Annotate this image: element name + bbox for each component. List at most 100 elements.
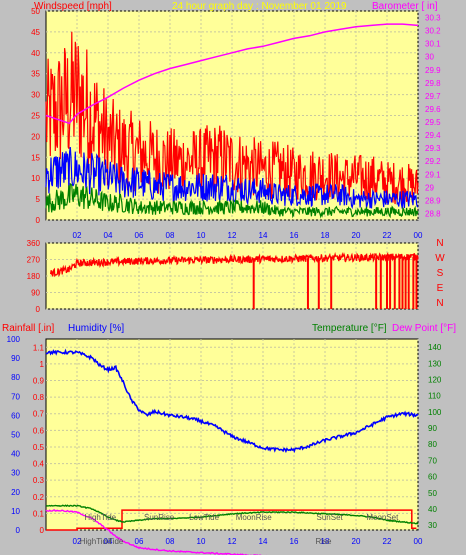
rain-grid <box>46 339 419 531</box>
humidity-axis-label: Humidity [%] <box>68 323 124 334</box>
direction-tick: 270 <box>27 256 41 265</box>
barometer-tick: 29.8 <box>425 79 441 88</box>
windspeed-tick: 40 <box>31 49 40 58</box>
temperature-tick-labels: 30 40 50 60 70 80 90 100 110 120 130 140 <box>428 343 442 530</box>
event-label: LowTide <box>189 513 219 522</box>
temperature-tick: 80 <box>428 440 437 449</box>
barometer-tick: 29.2 <box>425 157 441 166</box>
barometer-axis-label: Barometer [ in] <box>372 1 438 12</box>
windspeed-axis-label: Windspeed [mph] <box>34 1 112 12</box>
time-tick: 02 <box>73 231 82 240</box>
windspeed-tick: 15 <box>31 153 40 162</box>
humidity-tick: 40 <box>11 450 20 459</box>
series-line-rainfall <box>46 509 417 531</box>
time-tick: 06 <box>135 537 144 546</box>
rainfall-tick: 0.5 <box>33 443 45 452</box>
humidity-tick: 80 <box>11 373 20 382</box>
rainfall-tick: 1 <box>40 360 45 369</box>
rainfall-tick: 0.6 <box>33 426 45 435</box>
time-tick: 06 <box>135 231 144 240</box>
rainfall-tick: 0.1 <box>33 509 45 518</box>
time-tick: 04 <box>104 537 113 546</box>
windspeed-tick: 45 <box>31 28 40 37</box>
humidity-tick-labels: 0 10 20 30 40 50 60 70 80 90 100 <box>7 335 21 535</box>
series-line-average <box>45 147 419 210</box>
event-label: MoonRise <box>236 513 273 522</box>
time-tick: 14 <box>259 537 268 546</box>
direction-tick-labels: 0 90 180 270 360 <box>27 239 41 314</box>
humidity-tick: 50 <box>11 431 20 440</box>
compass-label: S <box>437 268 444 279</box>
rainfall-tick: 0.3 <box>33 476 45 485</box>
event-label: HighTide <box>80 537 112 546</box>
barometer-tick-labels: 28.8 28.9 29 29.1 29.2 29.3 29.4 29.5 29.6 29.7 29… <box>425 14 441 219</box>
time-tick-labels-top: 02 04 06 08 10 12 14 16 18 20 22 00 <box>73 231 423 240</box>
direction-trace <box>49 251 419 278</box>
time-tick: 18 <box>321 537 330 546</box>
event-label: HighTide <box>84 513 116 522</box>
humidity-tick: 90 <box>11 354 20 363</box>
time-tick: 12 <box>228 537 237 546</box>
time-tick: 10 <box>197 231 206 240</box>
time-tick-labels-bottom: 02 04 06 08 10 12 14 16 18 20 22 00 <box>73 537 423 546</box>
temperature-tick: 50 <box>428 489 437 498</box>
rain-humidity-temp-panel: 0 0.1 0.2 0.3 0.4 0.5 0.6 0.7 0.8 0.9 1 1.1 0 10 20 30… <box>2 323 456 555</box>
barometer-tick: 29.6 <box>425 105 441 114</box>
windspeed-tick: 0 <box>36 216 41 225</box>
time-tick: 10 <box>197 537 206 546</box>
temperature-tick: 30 <box>428 521 437 530</box>
humidity-tick: 60 <box>11 411 20 420</box>
event-annotations: HighTide SunRise LowTide MoonRise SunSet Moon… <box>80 513 399 546</box>
temperature-tick: 100 <box>428 408 442 417</box>
direction-tick: 0 <box>36 305 41 314</box>
windspeed-tick: 5 <box>36 195 41 204</box>
wind-series <box>45 23 419 219</box>
chart-title: 24 hour graph day : November 01 2019 <box>172 1 347 12</box>
humidity-tick: 0 <box>16 526 21 535</box>
compass-label: N <box>436 238 443 249</box>
time-tick: 20 <box>352 231 361 240</box>
direction-series <box>49 251 419 309</box>
rainfall-axis-label: Rainfall [.in] <box>2 323 54 334</box>
temperature-tick: 120 <box>428 375 442 384</box>
rainfall-tick: 1.1 <box>33 343 45 352</box>
time-tick: 16 <box>290 537 299 546</box>
humidity-tick: 20 <box>11 488 20 497</box>
temperature-tick: 70 <box>428 456 437 465</box>
series-line-barometer <box>45 23 419 125</box>
barometer-tick: 29.1 <box>425 170 441 179</box>
direction-grid <box>46 242 419 310</box>
rainfall-tick: 0.7 <box>33 410 45 419</box>
series-line-temperature <box>45 504 419 525</box>
direction-tick: 180 <box>27 272 41 281</box>
barometer-tick: 28.8 <box>425 209 441 218</box>
temperature-tick: 110 <box>428 392 441 401</box>
time-tick: 22 <box>383 231 392 240</box>
event-label: Rise <box>315 537 332 546</box>
barometer-tick: 30.2 <box>425 27 441 36</box>
rainfall-tick: 0.9 <box>33 377 45 386</box>
direction-tick: 360 <box>27 239 41 248</box>
temperature-tick: 90 <box>428 424 437 433</box>
compass-label: W <box>435 253 445 264</box>
time-tick: 04 <box>104 231 113 240</box>
time-tick: 00 <box>414 231 423 240</box>
windspeed-tick: 35 <box>31 70 40 79</box>
time-tick: 12 <box>228 231 237 240</box>
time-tick: 08 <box>166 537 175 546</box>
series-line-gust <box>45 31 419 205</box>
barometer-tick: 29.3 <box>425 144 441 153</box>
time-tick: 08 <box>166 231 175 240</box>
temperature-axis-label: Temperature [°F] <box>312 323 387 334</box>
barometer-tick: 28.9 <box>425 196 441 205</box>
humidity-tick: 10 <box>11 507 20 516</box>
barometer-tick: 29 <box>425 183 434 192</box>
time-tick: 00 <box>414 537 423 546</box>
time-tick: 22 <box>383 537 392 546</box>
barometer-tick: 30.1 <box>425 40 441 49</box>
temperature-tick: 60 <box>428 473 437 482</box>
dewpoint-axis-label: Dew Point [°F] <box>392 323 456 334</box>
